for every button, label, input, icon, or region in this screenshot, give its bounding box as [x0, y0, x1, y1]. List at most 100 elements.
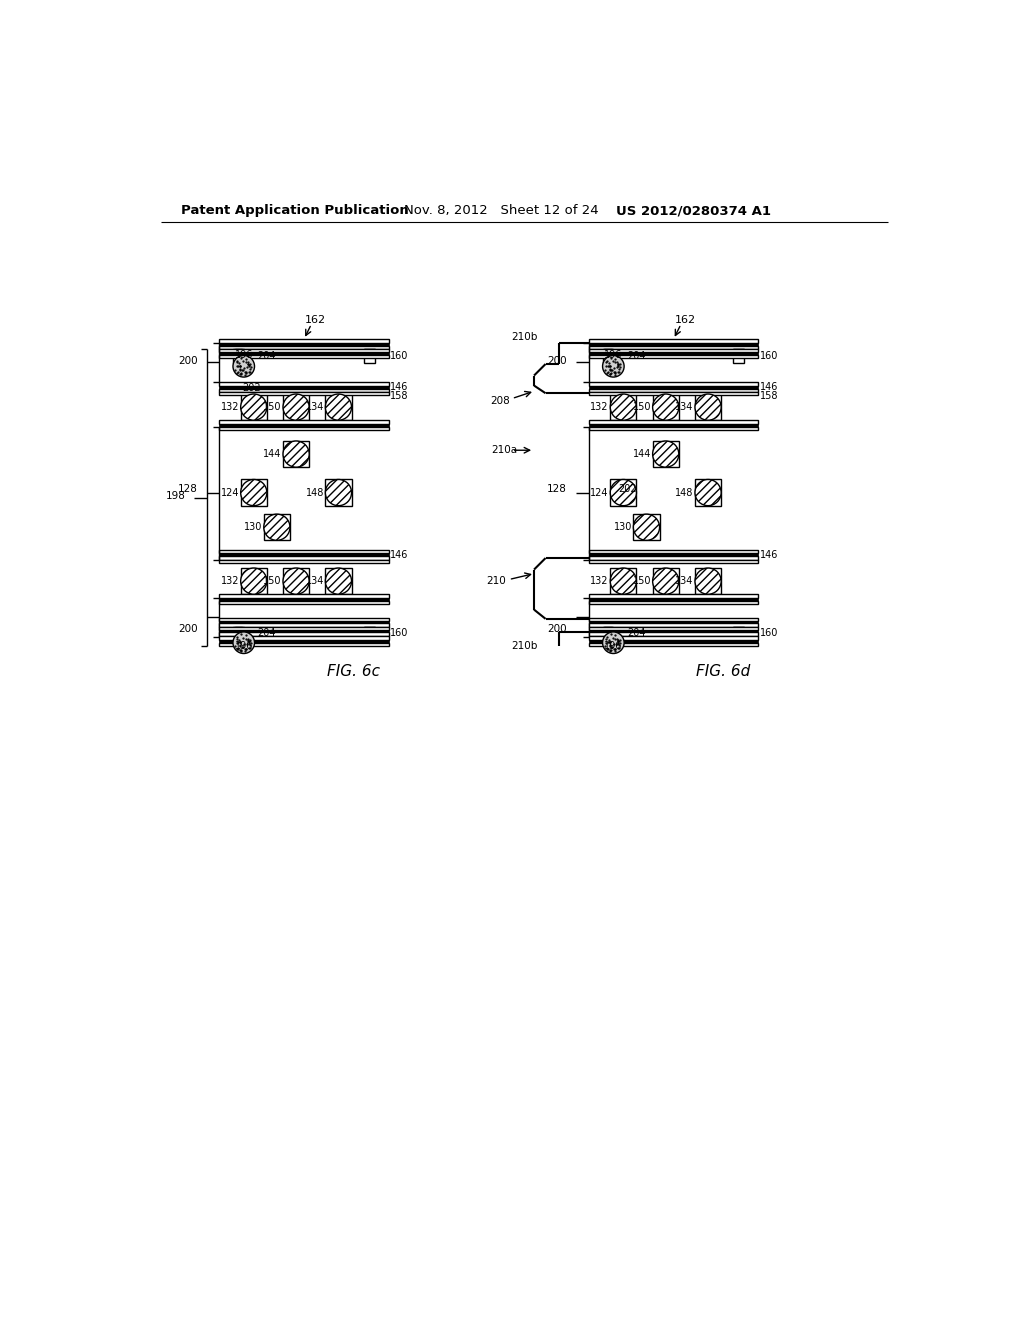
Bar: [219, 381, 388, 385]
Bar: [610, 395, 637, 420]
Bar: [219, 420, 388, 424]
Text: 146: 146: [760, 550, 778, 560]
Bar: [652, 568, 679, 594]
Text: 204: 204: [628, 628, 646, 639]
Text: 128: 128: [178, 483, 198, 494]
Circle shape: [241, 479, 267, 506]
Text: 146: 146: [390, 550, 409, 560]
Bar: [589, 618, 758, 622]
Circle shape: [264, 513, 290, 540]
Bar: [589, 420, 758, 424]
Bar: [219, 346, 388, 350]
Bar: [733, 350, 744, 354]
Circle shape: [283, 441, 309, 467]
Text: 210a: 210a: [490, 445, 517, 455]
Text: 200: 200: [178, 356, 198, 366]
Text: FIG. 6c: FIG. 6c: [328, 664, 380, 678]
Text: 204: 204: [258, 628, 276, 639]
Text: 202: 202: [243, 383, 261, 393]
Bar: [241, 479, 267, 506]
Text: 210: 210: [486, 576, 506, 586]
Bar: [589, 350, 758, 352]
Text: 130: 130: [244, 523, 262, 532]
Bar: [219, 632, 388, 636]
Bar: [733, 627, 744, 631]
Bar: [219, 630, 388, 632]
Text: Patent Application Publication: Patent Application Publication: [180, 205, 409, 218]
Bar: [219, 627, 388, 630]
Text: 134: 134: [675, 576, 693, 586]
Bar: [219, 343, 388, 346]
Circle shape: [634, 513, 659, 540]
Text: 132: 132: [220, 576, 240, 586]
Text: 132: 132: [590, 576, 608, 586]
Text: 134: 134: [305, 403, 324, 412]
Text: 158: 158: [390, 391, 409, 400]
Bar: [219, 618, 388, 622]
Text: 196: 196: [234, 640, 253, 651]
Circle shape: [652, 441, 679, 467]
Text: 150: 150: [633, 576, 651, 586]
Bar: [219, 392, 388, 395]
Bar: [589, 557, 758, 560]
Bar: [219, 388, 388, 392]
Circle shape: [610, 395, 637, 420]
Bar: [589, 339, 758, 343]
Bar: [589, 643, 758, 645]
Bar: [219, 560, 388, 562]
Bar: [364, 350, 375, 363]
Bar: [589, 355, 758, 358]
Text: 134: 134: [675, 403, 693, 412]
Bar: [264, 515, 290, 540]
Bar: [326, 395, 351, 420]
Circle shape: [241, 395, 267, 420]
Bar: [219, 550, 388, 553]
Text: 200: 200: [548, 624, 567, 634]
Circle shape: [695, 479, 721, 506]
Text: 150: 150: [263, 403, 282, 412]
Circle shape: [283, 568, 309, 594]
Text: 160: 160: [760, 351, 778, 362]
Bar: [589, 598, 758, 601]
Bar: [652, 395, 679, 420]
Bar: [234, 350, 243, 354]
Bar: [219, 350, 388, 352]
Circle shape: [602, 632, 625, 653]
Bar: [241, 395, 267, 420]
Text: 162: 162: [305, 315, 326, 325]
Bar: [219, 352, 388, 355]
Circle shape: [326, 395, 351, 420]
Text: 148: 148: [305, 487, 324, 498]
Bar: [283, 568, 309, 594]
Text: 146: 146: [390, 381, 409, 392]
Text: 200: 200: [548, 356, 567, 366]
Text: 144: 144: [263, 449, 282, 459]
Bar: [652, 441, 679, 467]
Bar: [219, 339, 388, 343]
Bar: [589, 343, 758, 346]
Circle shape: [610, 568, 637, 594]
Text: 198: 198: [165, 491, 185, 500]
Text: 204: 204: [628, 351, 646, 362]
Bar: [219, 385, 388, 388]
Text: 124: 124: [220, 487, 240, 498]
Bar: [219, 557, 388, 560]
Bar: [589, 560, 758, 562]
Bar: [364, 627, 375, 631]
Text: 150: 150: [263, 576, 282, 586]
Text: FIG. 6d: FIG. 6d: [696, 664, 751, 678]
Bar: [219, 640, 388, 643]
Text: 160: 160: [390, 351, 409, 362]
Text: 128: 128: [547, 483, 567, 494]
Bar: [283, 395, 309, 420]
Circle shape: [241, 568, 267, 594]
Circle shape: [695, 568, 721, 594]
Circle shape: [652, 395, 679, 420]
Bar: [219, 424, 388, 428]
Text: US 2012/0280374 A1: US 2012/0280374 A1: [615, 205, 771, 218]
Text: 162: 162: [675, 315, 695, 325]
Text: 196: 196: [604, 350, 623, 360]
Bar: [589, 636, 758, 640]
Text: 150: 150: [633, 403, 651, 412]
Text: 148: 148: [675, 487, 693, 498]
